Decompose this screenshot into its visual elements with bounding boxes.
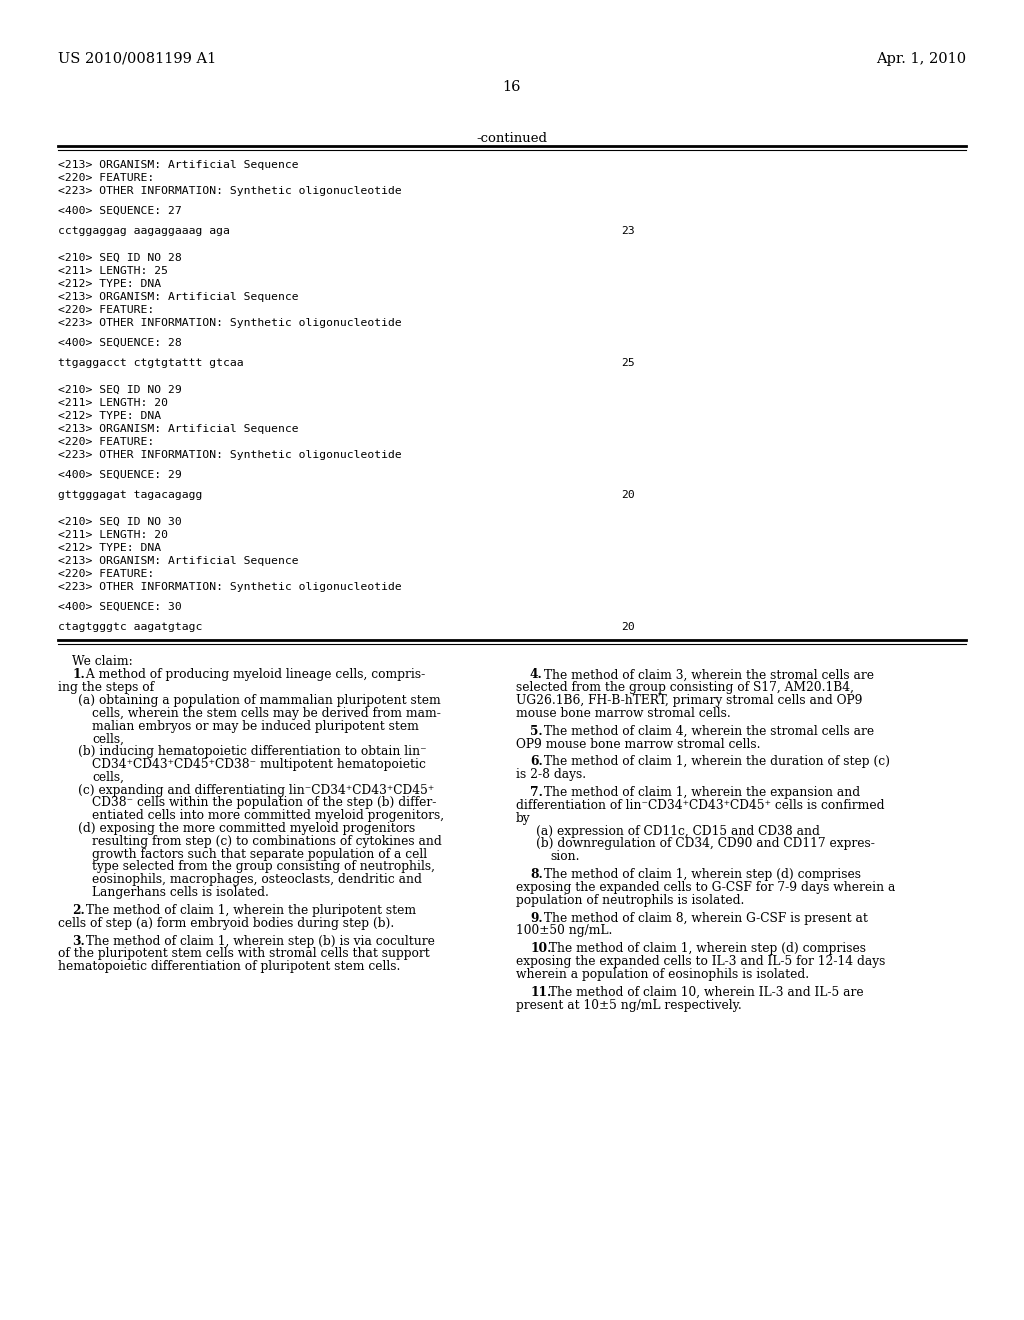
- Text: 7.: 7.: [530, 787, 543, 799]
- Text: growth factors such that separate population of a cell: growth factors such that separate popula…: [92, 847, 427, 861]
- Text: (a) obtaining a population of mammalian pluripotent stem: (a) obtaining a population of mammalian …: [78, 694, 440, 708]
- Text: entiated cells into more committed myeloid progenitors,: entiated cells into more committed myelo…: [92, 809, 444, 822]
- Text: cells, wherein the stem cells may be derived from mam-: cells, wherein the stem cells may be der…: [92, 706, 441, 719]
- Text: sion.: sion.: [550, 850, 580, 863]
- Text: A method of producing myeloid lineage cells, compris-: A method of producing myeloid lineage ce…: [82, 668, 425, 681]
- Text: <220> FEATURE:: <220> FEATURE:: [58, 437, 155, 447]
- Text: <211> LENGTH: 25: <211> LENGTH: 25: [58, 267, 168, 276]
- Text: by: by: [516, 812, 530, 825]
- Text: 4.: 4.: [530, 668, 543, 681]
- Text: ttgaggacct ctgtgtattt gtcaa: ttgaggacct ctgtgtattt gtcaa: [58, 358, 244, 368]
- Text: <400> SEQUENCE: 30: <400> SEQUENCE: 30: [58, 602, 181, 612]
- Text: The method of claim 1, wherein the duration of step (c): The method of claim 1, wherein the durat…: [540, 755, 890, 768]
- Text: of the pluripotent stem cells with stromal cells that support: of the pluripotent stem cells with strom…: [58, 948, 430, 961]
- Text: 16: 16: [503, 81, 521, 94]
- Text: <212> TYPE: DNA: <212> TYPE: DNA: [58, 411, 161, 421]
- Text: The method of claim 3, wherein the stromal cells are: The method of claim 3, wherein the strom…: [540, 668, 874, 681]
- Text: cctggaggag aagaggaaag aga: cctggaggag aagaggaaag aga: [58, 226, 229, 236]
- Text: Langerhans cells is isolated.: Langerhans cells is isolated.: [92, 886, 269, 899]
- Text: cells,: cells,: [92, 771, 124, 784]
- Text: ing the steps of: ing the steps of: [58, 681, 155, 694]
- Text: (a) expression of CD11c, CD15 and CD38 and: (a) expression of CD11c, CD15 and CD38 a…: [536, 825, 820, 838]
- Text: (c) expanding and differentiating lin⁻CD34⁺CD43⁺CD45⁺: (c) expanding and differentiating lin⁻CD…: [78, 784, 434, 797]
- Text: <210> SEQ ID NO 30: <210> SEQ ID NO 30: [58, 517, 181, 527]
- Text: -continued: -continued: [476, 132, 548, 145]
- Text: UG26.1B6, FH-B-hTERT, primary stromal cells and OP9: UG26.1B6, FH-B-hTERT, primary stromal ce…: [516, 694, 862, 708]
- Text: <220> FEATURE:: <220> FEATURE:: [58, 569, 155, 579]
- Text: 8.: 8.: [530, 869, 543, 882]
- Text: exposing the expanded cells to G-CSF for 7-9 days wherein a: exposing the expanded cells to G-CSF for…: [516, 880, 895, 894]
- Text: <213> ORGANISM: Artificial Sequence: <213> ORGANISM: Artificial Sequence: [58, 160, 299, 170]
- Text: CD34⁺CD43⁺CD45⁺CD38⁻ multipotent hematopoietic: CD34⁺CD43⁺CD45⁺CD38⁻ multipotent hematop…: [92, 758, 426, 771]
- Text: type selected from the group consisting of neutrophils,: type selected from the group consisting …: [92, 861, 435, 874]
- Text: cells,: cells,: [92, 733, 124, 746]
- Text: resulting from step (c) to combinations of cytokines and: resulting from step (c) to combinations …: [92, 834, 441, 847]
- Text: (b) downregulation of CD34, CD90 and CD117 expres-: (b) downregulation of CD34, CD90 and CD1…: [536, 837, 874, 850]
- Text: <211> LENGTH: 20: <211> LENGTH: 20: [58, 531, 168, 540]
- Text: 9.: 9.: [530, 912, 543, 924]
- Text: 20: 20: [621, 622, 635, 632]
- Text: <212> TYPE: DNA: <212> TYPE: DNA: [58, 543, 161, 553]
- Text: present at 10±5 ng/mL respectively.: present at 10±5 ng/mL respectively.: [516, 999, 741, 1011]
- Text: <223> OTHER INFORMATION: Synthetic oligonucleotide: <223> OTHER INFORMATION: Synthetic oligo…: [58, 186, 401, 195]
- Text: 10.: 10.: [530, 942, 551, 956]
- Text: <213> ORGANISM: Artificial Sequence: <213> ORGANISM: Artificial Sequence: [58, 292, 299, 302]
- Text: <223> OTHER INFORMATION: Synthetic oligonucleotide: <223> OTHER INFORMATION: Synthetic oligo…: [58, 318, 401, 327]
- Text: 1.: 1.: [72, 668, 85, 681]
- Text: The method of claim 10, wherein IL-3 and IL-5 are: The method of claim 10, wherein IL-3 and…: [545, 986, 863, 999]
- Text: (d) exposing the more committed myeloid progenitors: (d) exposing the more committed myeloid …: [78, 822, 416, 836]
- Text: 3.: 3.: [72, 935, 85, 948]
- Text: selected from the group consisting of S17, AM20.1B4,: selected from the group consisting of S1…: [516, 681, 854, 694]
- Text: is 2-8 days.: is 2-8 days.: [516, 768, 586, 781]
- Text: <400> SEQUENCE: 28: <400> SEQUENCE: 28: [58, 338, 181, 348]
- Text: We claim:: We claim:: [72, 655, 133, 668]
- Text: exposing the expanded cells to IL-3 and IL-5 for 12-14 days: exposing the expanded cells to IL-3 and …: [516, 956, 886, 968]
- Text: (b) inducing hematopoietic differentiation to obtain lin⁻: (b) inducing hematopoietic differentiati…: [78, 746, 427, 758]
- Text: The method of claim 8, wherein G-CSF is present at: The method of claim 8, wherein G-CSF is …: [540, 912, 868, 924]
- Text: <220> FEATURE:: <220> FEATURE:: [58, 305, 155, 315]
- Text: <210> SEQ ID NO 28: <210> SEQ ID NO 28: [58, 253, 181, 263]
- Text: <223> OTHER INFORMATION: Synthetic oligonucleotide: <223> OTHER INFORMATION: Synthetic oligo…: [58, 450, 401, 459]
- Text: Apr. 1, 2010: Apr. 1, 2010: [876, 51, 966, 66]
- Text: ctagtgggtc aagatgtagc: ctagtgggtc aagatgtagc: [58, 622, 203, 632]
- Text: 25: 25: [621, 358, 635, 368]
- Text: 11.: 11.: [530, 986, 551, 999]
- Text: population of neutrophils is isolated.: population of neutrophils is isolated.: [516, 894, 744, 907]
- Text: 20: 20: [621, 490, 635, 500]
- Text: mouse bone marrow stromal cells.: mouse bone marrow stromal cells.: [516, 706, 731, 719]
- Text: 23: 23: [621, 226, 635, 236]
- Text: <211> LENGTH: 20: <211> LENGTH: 20: [58, 399, 168, 408]
- Text: 2.: 2.: [72, 904, 85, 917]
- Text: <213> ORGANISM: Artificial Sequence: <213> ORGANISM: Artificial Sequence: [58, 556, 299, 566]
- Text: The method of claim 1, wherein step (d) comprises: The method of claim 1, wherein step (d) …: [545, 942, 865, 956]
- Text: 100±50 ng/mL.: 100±50 ng/mL.: [516, 924, 612, 937]
- Text: <212> TYPE: DNA: <212> TYPE: DNA: [58, 279, 161, 289]
- Text: <213> ORGANISM: Artificial Sequence: <213> ORGANISM: Artificial Sequence: [58, 424, 299, 434]
- Text: <220> FEATURE:: <220> FEATURE:: [58, 173, 155, 183]
- Text: cells of step (a) form embryoid bodies during step (b).: cells of step (a) form embryoid bodies d…: [58, 917, 394, 929]
- Text: 5.: 5.: [530, 725, 543, 738]
- Text: wherein a population of eosinophils is isolated.: wherein a population of eosinophils is i…: [516, 968, 809, 981]
- Text: The method of claim 4, wherein the stromal cells are: The method of claim 4, wherein the strom…: [540, 725, 874, 738]
- Text: hematopoietic differentiation of pluripotent stem cells.: hematopoietic differentiation of pluripo…: [58, 960, 400, 973]
- Text: US 2010/0081199 A1: US 2010/0081199 A1: [58, 51, 216, 66]
- Text: CD38⁻ cells within the population of the step (b) differ-: CD38⁻ cells within the population of the…: [92, 796, 436, 809]
- Text: <400> SEQUENCE: 29: <400> SEQUENCE: 29: [58, 470, 181, 480]
- Text: <400> SEQUENCE: 27: <400> SEQUENCE: 27: [58, 206, 181, 216]
- Text: The method of claim 1, wherein the pluripotent stem: The method of claim 1, wherein the pluri…: [82, 904, 417, 917]
- Text: malian embryos or may be induced pluripotent stem: malian embryos or may be induced pluripo…: [92, 719, 419, 733]
- Text: The method of claim 1, wherein step (b) is via coculture: The method of claim 1, wherein step (b) …: [82, 935, 435, 948]
- Text: OP9 mouse bone marrow stromal cells.: OP9 mouse bone marrow stromal cells.: [516, 738, 761, 751]
- Text: differentiation of lin⁻CD34⁺CD43⁺CD45⁺ cells is confirmed: differentiation of lin⁻CD34⁺CD43⁺CD45⁺ c…: [516, 799, 885, 812]
- Text: 6.: 6.: [530, 755, 543, 768]
- Text: <210> SEQ ID NO 29: <210> SEQ ID NO 29: [58, 385, 181, 395]
- Text: The method of claim 1, wherein the expansion and: The method of claim 1, wherein the expan…: [540, 787, 860, 799]
- Text: The method of claim 1, wherein step (d) comprises: The method of claim 1, wherein step (d) …: [540, 869, 861, 882]
- Text: eosinophils, macrophages, osteoclasts, dendritic and: eosinophils, macrophages, osteoclasts, d…: [92, 874, 422, 886]
- Text: <223> OTHER INFORMATION: Synthetic oligonucleotide: <223> OTHER INFORMATION: Synthetic oligo…: [58, 582, 401, 591]
- Text: gttgggagat tagacagagg: gttgggagat tagacagagg: [58, 490, 203, 500]
